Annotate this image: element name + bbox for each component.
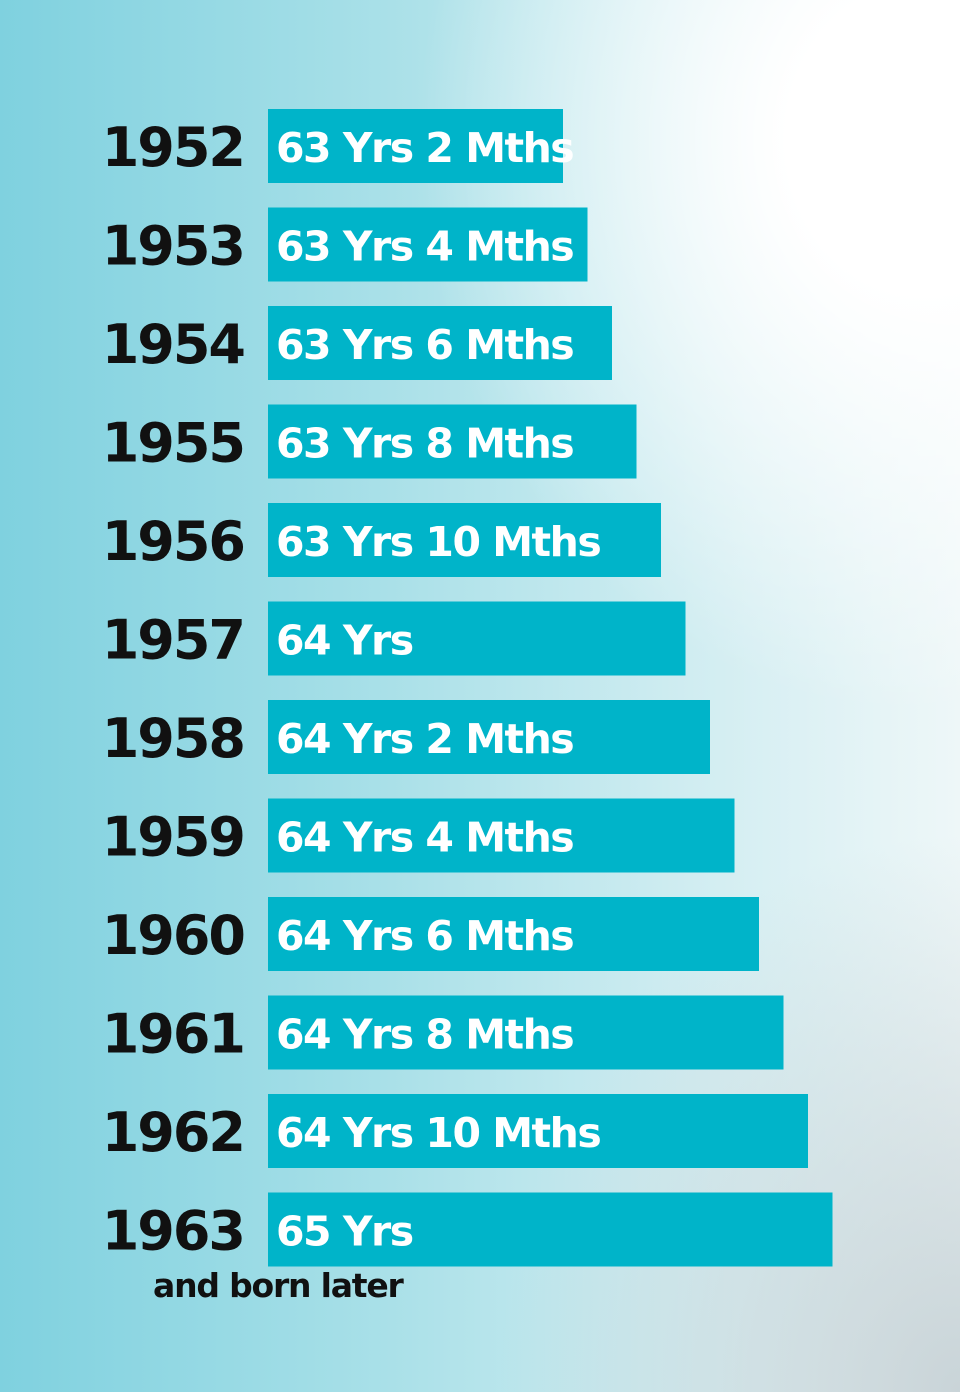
bar-label-1952: 63 Yrs 2 Mths [276, 124, 573, 172]
year-label-1953: 1953 [102, 215, 244, 278]
bar-label-1960: 64 Yrs 6 Mths [276, 912, 573, 960]
bar-1954 [268, 306, 612, 380]
bar-label-1954: 63 Yrs 6 Mths [276, 321, 573, 369]
bar-label-1962: 64 Yrs 10 Mths [276, 1109, 600, 1157]
bar-label-1955: 63 Yrs 8 Mths [276, 420, 573, 468]
bar-1958 [268, 700, 710, 774]
year-label-1962: 1962 [102, 1101, 244, 1164]
year-label-1959: 1959 [102, 806, 244, 869]
bar-1962 [268, 1094, 808, 1168]
year-label-1963: 1963 [102, 1200, 244, 1263]
bar-label-1958: 64 Yrs 2 Mths [276, 715, 573, 763]
bar-1963 [268, 1192, 833, 1267]
bar-1961 [268, 995, 784, 1070]
year-label-1955: 1955 [102, 412, 244, 475]
bar-1955 [268, 404, 637, 479]
year-label-1954: 1954 [102, 313, 245, 376]
bar-1953 [268, 207, 588, 282]
year-label-1956: 1956 [102, 510, 244, 573]
bar-label-1963: 65 Yrs [276, 1208, 413, 1256]
bar-1957 [268, 601, 686, 676]
bar-1959 [268, 798, 735, 873]
bar-1960 [268, 897, 759, 971]
bar-label-1961: 64 Yrs 8 Mths [276, 1011, 573, 1059]
bar-label-1959: 64 Yrs 4 Mths [276, 814, 573, 862]
bar-1952 [268, 109, 563, 183]
bar-label-1953: 63 Yrs 4 Mths [276, 223, 573, 271]
born-later-note: and born later [153, 1266, 404, 1305]
bar-label-1957: 64 Yrs [276, 617, 413, 665]
year-label-1961: 1961 [102, 1003, 244, 1066]
year-label-1952: 1952 [102, 116, 244, 179]
year-label-1957: 1957 [102, 609, 244, 672]
bar-label-1956: 63 Yrs 10 Mths [276, 518, 600, 566]
year-label-1960: 1960 [102, 904, 244, 967]
bar-1956 [268, 503, 661, 577]
year-label-1958: 1958 [102, 707, 244, 770]
